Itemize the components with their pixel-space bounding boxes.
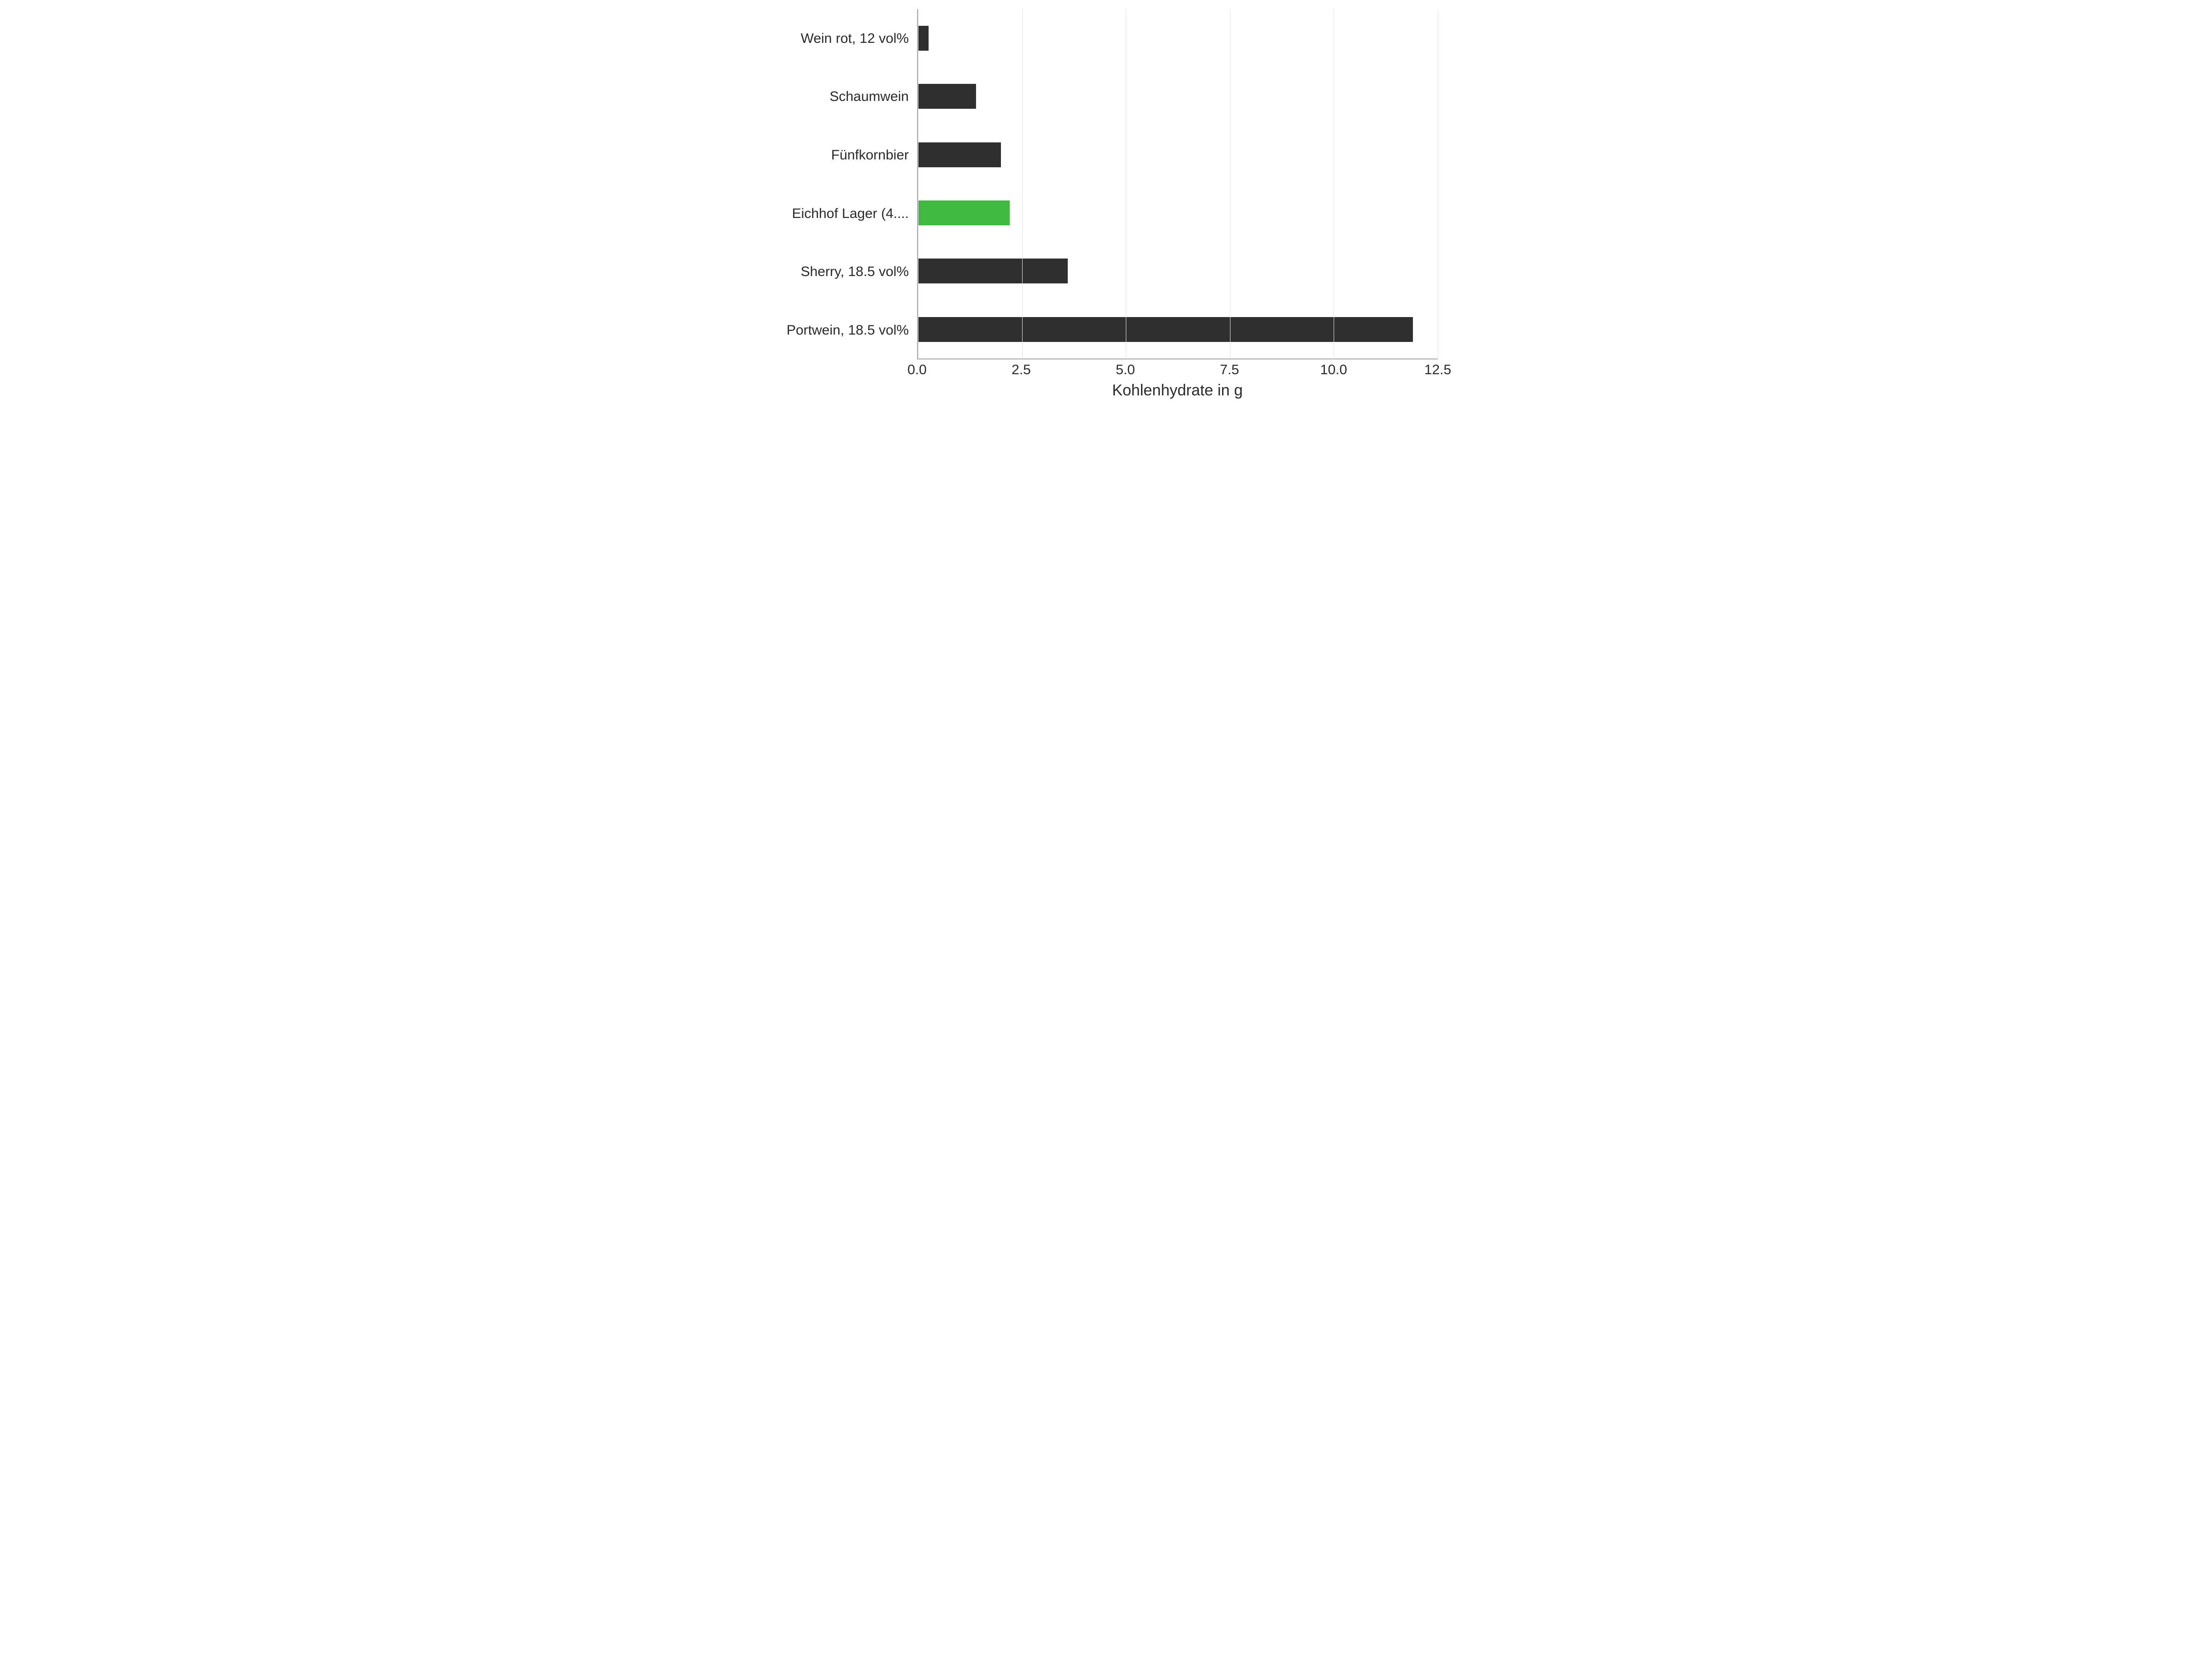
plot-area: [917, 9, 1438, 359]
plot-column: 0.02.55.07.510.012.5 Kohlenhydrate in g: [917, 9, 1438, 400]
x-axis-tick-label: 5.0: [1116, 362, 1135, 378]
x-axis-tick-label: 10.0: [1320, 362, 1347, 378]
bar-highlight: [918, 200, 1010, 225]
y-axis-label: Eichhof Lager (4....: [765, 206, 909, 221]
carbs-bar-chart: Wein rot, 12 vol% Schaumwein Fünfkornbier E…: [756, 0, 1456, 409]
y-axis-label: Portwein, 18.5 vol%: [765, 323, 909, 338]
x-axis-tick-label: 12.5: [1424, 362, 1451, 378]
chart-body: Wein rot, 12 vol% Schaumwein Fünfkornbier E…: [765, 9, 1438, 400]
bar: [918, 26, 929, 51]
y-axis-label: Wein rot, 12 vol%: [765, 31, 909, 46]
x-axis-title: Kohlenhydrate in g: [917, 382, 1438, 400]
x-axis-tick-label: 7.5: [1220, 362, 1239, 378]
y-axis-label: Sherry, 18.5 vol%: [765, 264, 909, 279]
x-axis-ticks: 0.02.55.07.510.012.5: [917, 359, 1438, 381]
gridline: [1022, 9, 1023, 359]
bar: [918, 142, 1001, 167]
y-axis-label: Schaumwein: [765, 89, 909, 104]
y-axis-label: Fünfkornbier: [765, 147, 909, 163]
bars-container: [918, 9, 1438, 359]
bar: [918, 259, 1068, 283]
bar: [918, 84, 976, 109]
bar: [918, 317, 1413, 342]
x-axis-tick-label: 0.0: [907, 362, 927, 378]
x-axis-tick-label: 2.5: [1012, 362, 1031, 378]
y-axis-labels: Wein rot, 12 vol% Schaumwein Fünfkornbier E…: [765, 9, 917, 359]
